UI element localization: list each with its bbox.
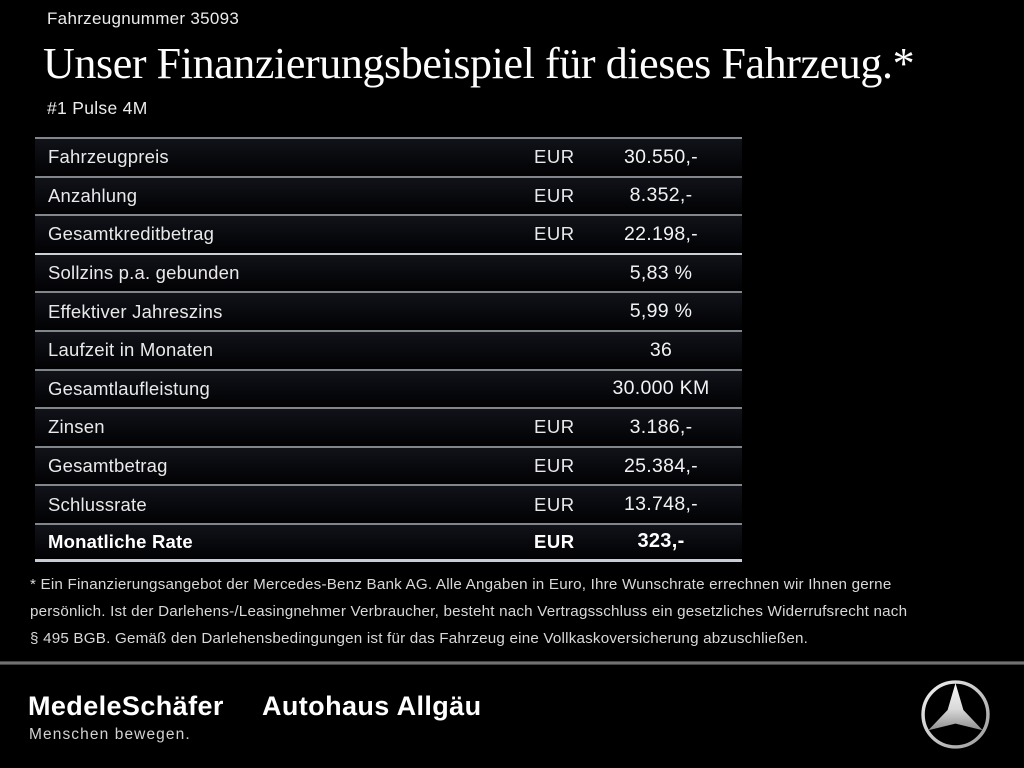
row-value: 36 — [649, 338, 673, 361]
legal-footnote: * Ein Finanzierungsangebot der Mercedes-… — [30, 571, 1000, 652]
vehicle-model: #1 Pulse 4M — [47, 98, 148, 118]
row-currency: EUR — [534, 530, 575, 552]
mercedes-star-icon — [921, 680, 990, 749]
table-row-sollzins: Sollzins p.a. gebunden 5,83 % — [35, 252, 742, 292]
table-row-schlussrate: Schlussrate EUR 13.748,- — [35, 484, 742, 523]
row-label: Zinsen — [48, 416, 105, 438]
row-value: 5,83 % — [629, 261, 693, 284]
row-value: 30.000 KM — [612, 377, 710, 400]
dealer-tagline: Menschen bewegen. — [29, 726, 191, 743]
row-label: Effektiver Jahreszins — [48, 300, 223, 322]
row-label: Sollzins p.a. gebunden — [48, 262, 240, 284]
row-value: 8.352,- — [629, 184, 693, 207]
table-row-effektiver-jahreszins: Effektiver Jahreszins 5,99 % — [35, 291, 742, 330]
footnote-line: * Ein Finanzierungsangebot der Mercedes-… — [30, 576, 892, 593]
page-title: Unser Finanzierungsbeispiel für dieses F… — [43, 39, 915, 88]
row-currency: EUR — [534, 223, 575, 245]
footer-divider — [0, 661, 1024, 665]
footnote-line: § 495 BGB. Gemäß den Darlehensbedingunge… — [30, 630, 809, 647]
finance-table: Fahrzeugpreis EUR 30.550,- Anzahlung EUR… — [35, 137, 742, 562]
table-row-gesamtkreditbetrag: Gesamtkreditbetrag EUR 22.198,- — [35, 214, 742, 253]
row-label: Monatliche Rate — [48, 530, 193, 552]
row-label: Gesamtlaufleistung — [48, 377, 210, 399]
table-row-gesamtlaufleistung: Gesamtlaufleistung 30.000 KM — [35, 368, 742, 408]
row-label: Schlussrate — [48, 493, 147, 515]
row-label: Anzahlung — [48, 184, 138, 206]
table-row-monatliche-rate: Monatliche Rate EUR 323,- — [35, 522, 742, 562]
row-label: Gesamtbetrag — [48, 455, 168, 477]
table-row-zinsen: Zinsen EUR 3.186,- — [35, 407, 742, 446]
row-label: Fahrzeugpreis — [48, 146, 169, 168]
row-currency: EUR — [534, 455, 575, 477]
row-currency: EUR — [534, 493, 575, 515]
row-currency: EUR — [534, 146, 575, 168]
row-value: 22.198,- — [624, 222, 698, 245]
row-value: 3.186,- — [629, 415, 693, 438]
table-row-anzahlung: Anzahlung EUR 8.352,- — [35, 175, 742, 215]
row-label: Laufzeit in Monaten — [48, 339, 214, 361]
table-row-laufzeit: Laufzeit in Monaten 36 — [35, 329, 742, 369]
row-currency: EUR — [534, 416, 575, 438]
vehicle-number: Fahrzeugnummer 35093 — [47, 9, 240, 28]
row-currency: EUR — [534, 184, 575, 206]
row-label: Gesamtkreditbetrag — [48, 223, 215, 245]
table-row-fahrzeugpreis: Fahrzeugpreis EUR 30.550,- — [35, 137, 742, 176]
row-value: 323,- — [637, 530, 685, 553]
row-value: 25.384,- — [624, 454, 698, 477]
row-value: 5,99 % — [629, 300, 693, 323]
row-value: 13.748,- — [624, 493, 698, 516]
dealer-logo-medeleschaefer: MedeleSchäfer — [28, 691, 224, 721]
dealer-logo-autohaus-allgaeu: Autohaus Allgäu — [262, 691, 482, 721]
row-value: 30.550,- — [624, 145, 698, 168]
table-row-gesamtbetrag: Gesamtbetrag EUR 25.384,- — [35, 445, 742, 485]
footnote-line: persönlich. Ist der Darlehens-/Leasingne… — [30, 603, 908, 620]
